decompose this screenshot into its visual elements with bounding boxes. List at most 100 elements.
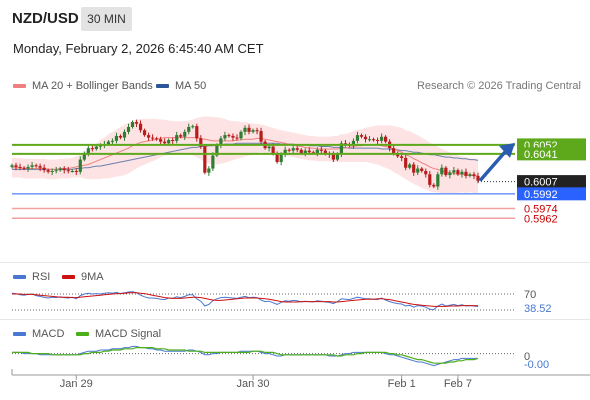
- macd-label: MACD: [32, 328, 65, 340]
- candle-body: [195, 126, 199, 139]
- macd-swatch: [13, 332, 26, 336]
- candle-body: [86, 148, 90, 154]
- candle-body: [58, 168, 62, 171]
- chart-header: NZD/USD 30 MIN: [0, 0, 590, 34]
- x-tick-label: Jan 30: [237, 378, 270, 390]
- candle-body: [363, 136, 368, 140]
- symbol-title: NZD/USD: [12, 10, 79, 27]
- candle-body: [219, 138, 223, 145]
- legend-ma20: MA 20 + Bollinger Bands: [13, 80, 153, 92]
- candle-body: [271, 146, 275, 154]
- candle-body: [50, 171, 54, 172]
- candle-body: [303, 150, 307, 154]
- legend-ma50: MA 50: [156, 80, 206, 92]
- candle-body: [436, 174, 440, 187]
- rsi-ma-swatch: [62, 275, 75, 279]
- candle-body: [307, 150, 311, 153]
- copyright-text: Research © 2026 Trading Central: [416, 80, 581, 92]
- candle-body: [22, 167, 26, 169]
- candle-body: [142, 130, 147, 136]
- price-label-bg: [517, 147, 586, 161]
- candle-body: [275, 153, 279, 163]
- candle-body: [400, 156, 404, 158]
- price-label: 0.5992: [524, 189, 558, 201]
- candle-body: [472, 174, 476, 176]
- candle-body: [199, 138, 203, 147]
- price-label: 0.6041: [524, 149, 558, 161]
- legend-rsi-ma: 9MA: [62, 271, 104, 283]
- candle-body: [379, 136, 384, 141]
- candle-body: [94, 146, 98, 149]
- candle-body: [404, 157, 408, 168]
- macd-signal-line: [12, 347, 479, 364]
- ma20-line: [12, 137, 478, 177]
- forecast-arrow: [478, 149, 508, 182]
- candle-body: [106, 141, 111, 145]
- price-label: 0.5962: [524, 213, 558, 225]
- price-label: 0.6007: [524, 177, 558, 189]
- candle-body: [456, 170, 460, 175]
- legend-macd: MACD: [13, 328, 64, 340]
- x-tick-label: Jan 29: [60, 378, 93, 390]
- candle-body: [259, 131, 263, 142]
- candle-body: [448, 172, 452, 176]
- candle-body: [30, 165, 34, 167]
- candle-body: [227, 135, 231, 137]
- macd-value-label: -0.00: [524, 359, 549, 371]
- candle-body: [179, 135, 183, 137]
- candle-body: [42, 167, 46, 171]
- candle-body: [416, 168, 420, 173]
- candle-body: [126, 126, 131, 132]
- candle-body: [428, 174, 432, 185]
- candle-body: [14, 165, 18, 167]
- candle-body: [163, 141, 167, 144]
- timeframe-button[interactable]: 30 MIN: [81, 7, 132, 31]
- candle-body: [155, 138, 159, 140]
- candle-body: [371, 139, 376, 141]
- candle-body: [420, 168, 424, 171]
- candle-body: [235, 137, 239, 139]
- candle-body: [335, 153, 339, 160]
- candle-body: [171, 140, 175, 142]
- candle-body: [82, 153, 86, 160]
- candle-body: [424, 171, 428, 175]
- candle-body: [175, 135, 179, 141]
- candle-body: [146, 135, 151, 138]
- price-label: 0.5974: [524, 204, 558, 216]
- candle-body: [412, 164, 416, 173]
- legend-rsi: RSI: [13, 271, 50, 283]
- candle-body: [476, 175, 480, 181]
- candle-body: [464, 171, 468, 176]
- candle-body: [203, 146, 207, 173]
- ma20-swatch: [13, 84, 26, 88]
- candle-body: [66, 170, 70, 172]
- candle-body: [315, 149, 319, 154]
- ma50-swatch: [156, 84, 169, 88]
- candle-body: [295, 148, 299, 150]
- candle-body: [311, 152, 315, 154]
- candle-body: [367, 139, 372, 141]
- datetime-label: Monday, February 2, 2026 6:45:40 AM CET: [13, 41, 264, 56]
- candle-body: [355, 135, 360, 141]
- candle-body: [159, 139, 163, 142]
- candle-body: [26, 166, 30, 169]
- candle-body: [239, 131, 243, 139]
- candle-body: [440, 167, 444, 175]
- candle-body: [279, 154, 283, 163]
- candle-body: [339, 143, 344, 154]
- price-label-bg: [517, 175, 586, 189]
- candle-body: [392, 148, 396, 154]
- candle-body: [215, 144, 219, 156]
- legend-macd-signal: MACD Signal: [76, 328, 161, 340]
- candle-body: [130, 122, 135, 127]
- ma50-line: [12, 142, 479, 170]
- candle-body: [299, 149, 303, 154]
- candle-body: [323, 150, 327, 154]
- candle-body: [151, 137, 155, 139]
- rsi-ma-label: 9MA: [81, 271, 104, 283]
- candle-body: [207, 168, 211, 173]
- candle-body: [78, 159, 82, 172]
- panel-divider: [0, 262, 590, 263]
- rsi-value-label: 38.52: [524, 303, 552, 315]
